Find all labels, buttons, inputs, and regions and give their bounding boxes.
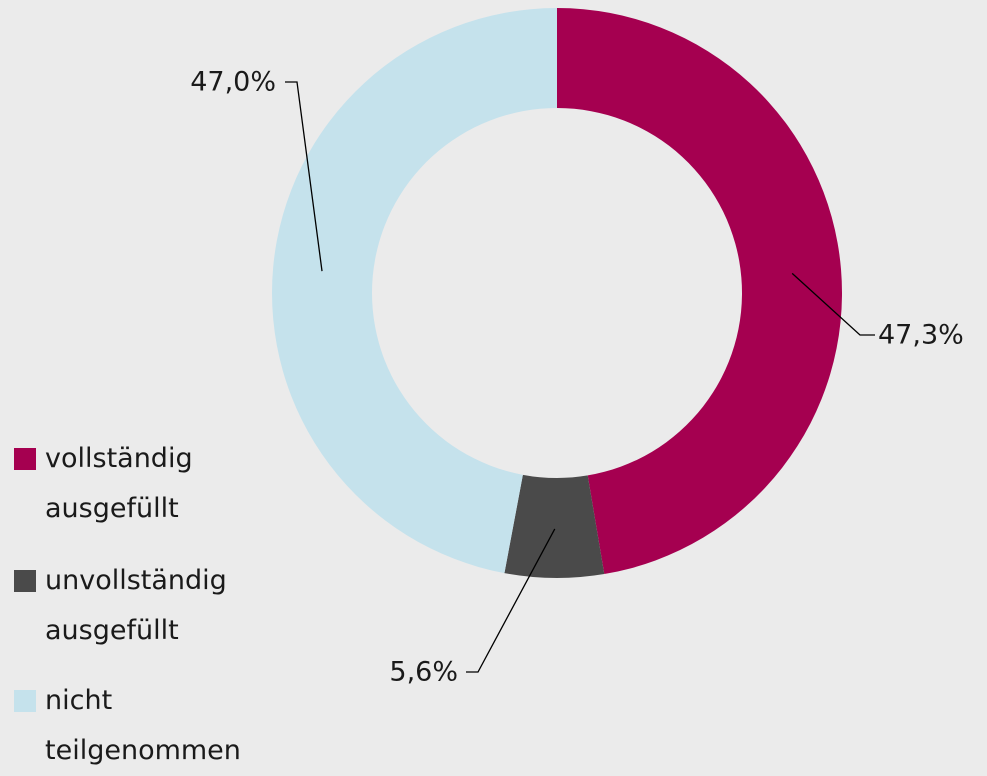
donut-slice (271, 8, 557, 574)
donut-slice (504, 474, 605, 578)
legend-item: nicht teilgenommen (14, 676, 274, 776)
leader-line (791, 272, 875, 336)
legend-label: vollständig ausgefüllt (45, 443, 193, 524)
legend-swatch (14, 690, 36, 712)
legend-item: unvollständig ausgefüllt (14, 556, 274, 656)
leader-line (285, 81, 323, 272)
donut-slice (557, 8, 842, 575)
legend-swatch (14, 570, 36, 592)
leader-line (466, 528, 556, 673)
legend-label: unvollständig ausgefüllt (45, 565, 227, 646)
legend-item: vollständig ausgefüllt (14, 434, 274, 534)
legend-label: nicht teilgenommen (45, 685, 241, 766)
data-label: 47,0% (190, 67, 276, 98)
data-label: 47,3% (878, 320, 964, 351)
data-label: 5,6% (389, 657, 458, 688)
legend-swatch (14, 448, 36, 470)
